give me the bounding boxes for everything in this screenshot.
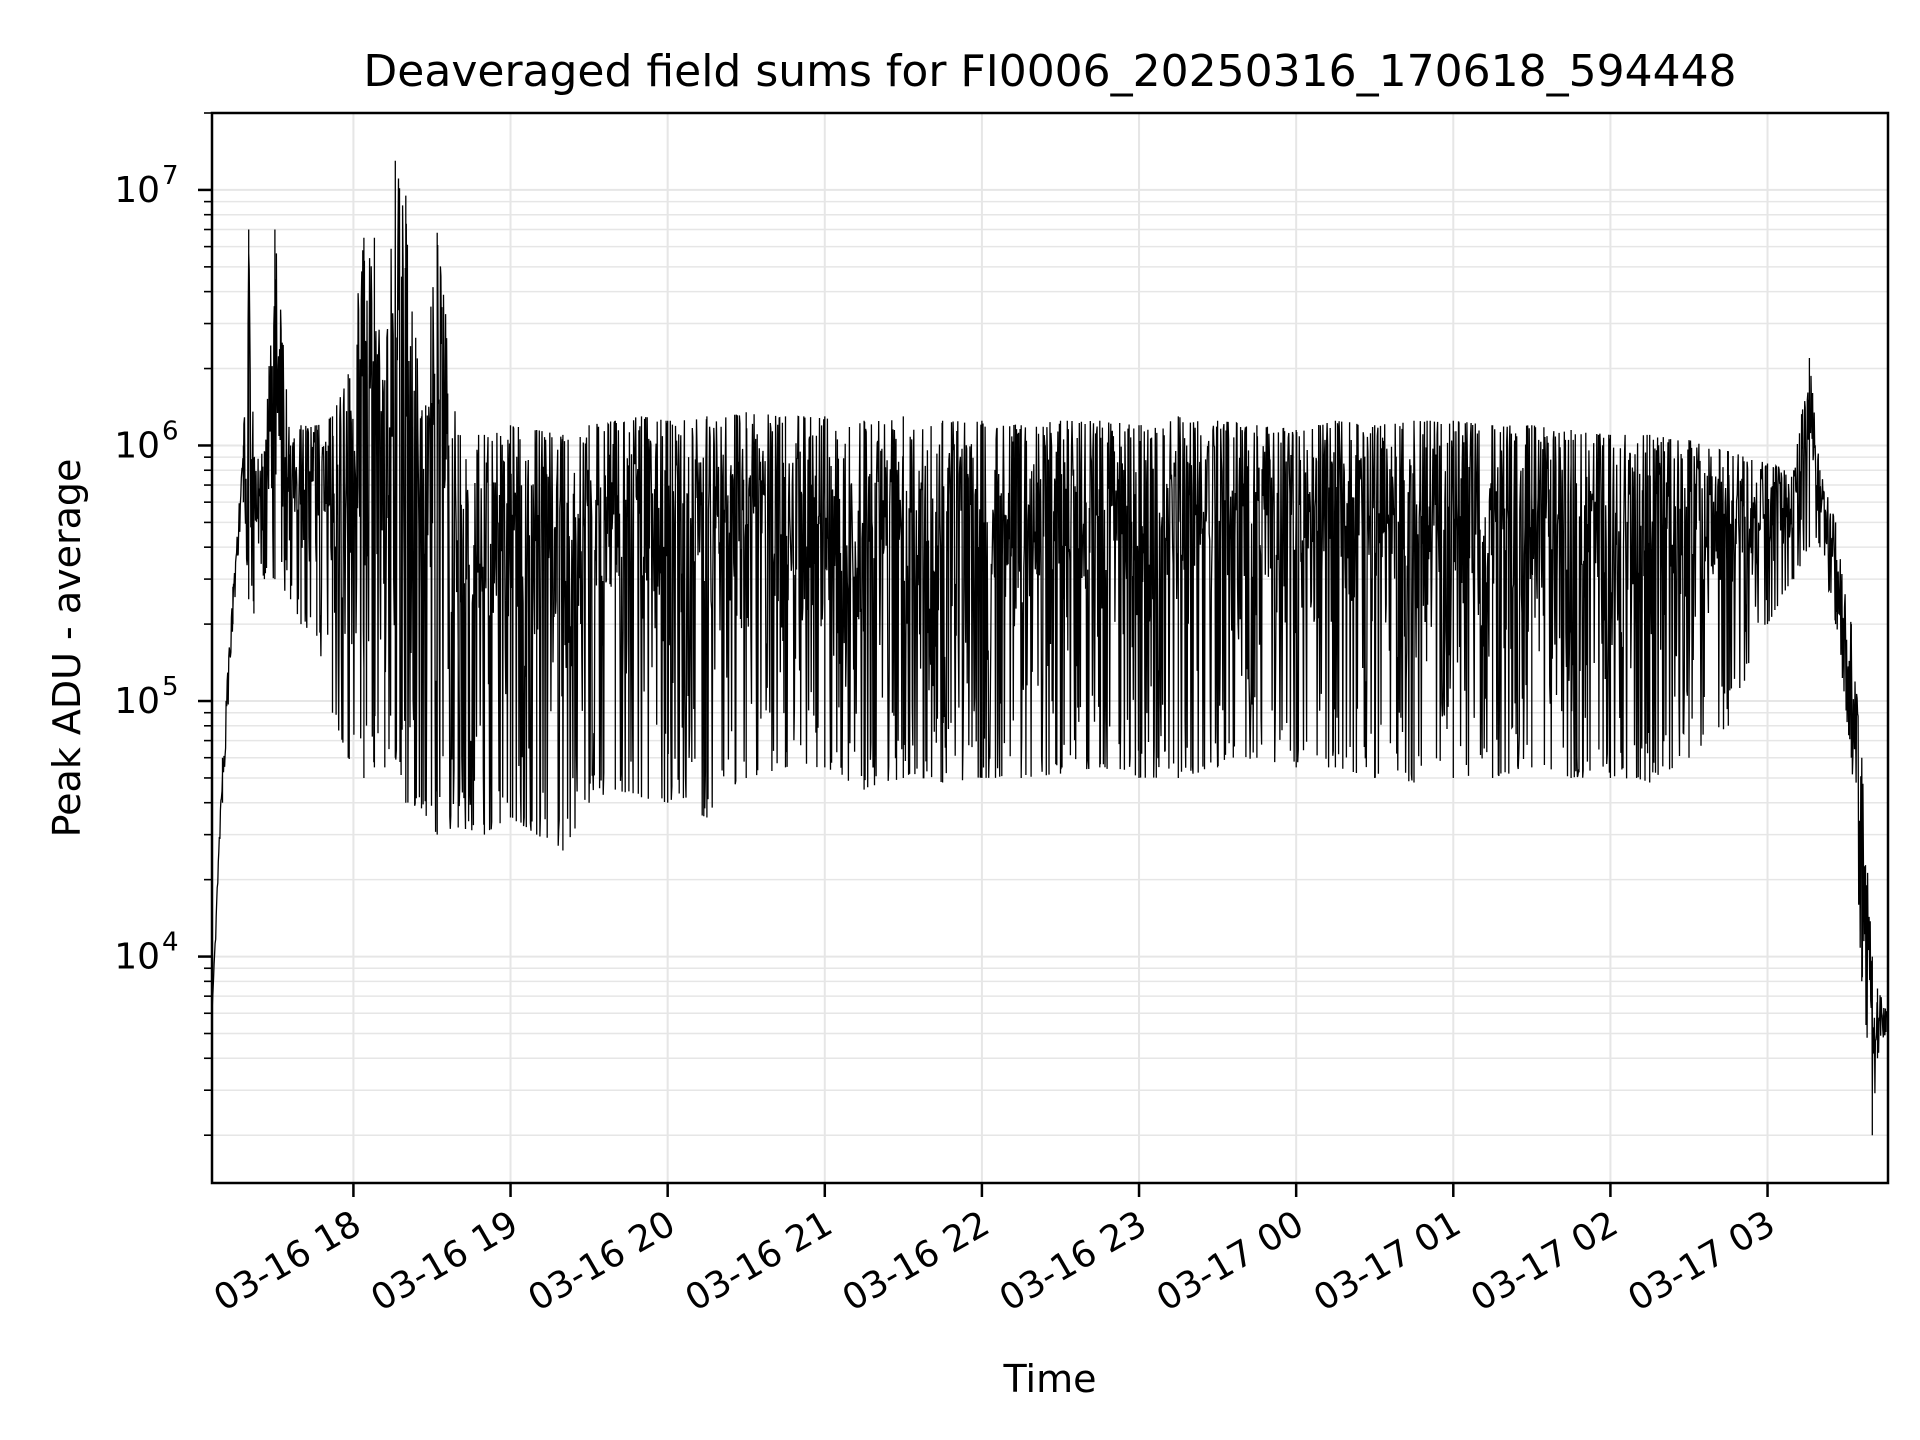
x-tick-label: 03-16 19 — [364, 1203, 525, 1319]
y-tick-label: 10 — [114, 425, 160, 466]
x-tick-label: 03-16 21 — [679, 1203, 840, 1319]
y-tick-exponent: 6 — [162, 416, 179, 446]
chart-title: Deaveraged field sums for FI0006_2025031… — [363, 46, 1736, 97]
y-tick-label: 10 — [114, 937, 160, 978]
x-tick-label: 03-17 02 — [1464, 1203, 1625, 1319]
x-tick-label: 03-17 01 — [1307, 1203, 1468, 1319]
x-tick-label: 03-16 23 — [993, 1203, 1154, 1319]
y-tick-exponent: 7 — [162, 161, 179, 191]
x-tick-label: 03-16 22 — [836, 1203, 997, 1319]
x-axis-label: Time — [1003, 1357, 1097, 1401]
x-tick-label: 03-17 03 — [1621, 1203, 1782, 1319]
y-axis-label: Peak ADU - average — [45, 459, 89, 838]
y-tick-label: 10 — [114, 681, 160, 722]
y-tick-exponent: 4 — [162, 928, 179, 958]
x-tick-label: 03-17 00 — [1150, 1203, 1311, 1319]
x-tick-label: 03-16 20 — [521, 1203, 682, 1319]
y-tick-exponent: 5 — [162, 672, 179, 702]
plot-frame — [210, 111, 1890, 1185]
series-line — [211, 160, 1889, 1136]
y-tick-label: 10 — [114, 170, 160, 211]
x-tick-label: 03-16 18 — [207, 1203, 368, 1319]
